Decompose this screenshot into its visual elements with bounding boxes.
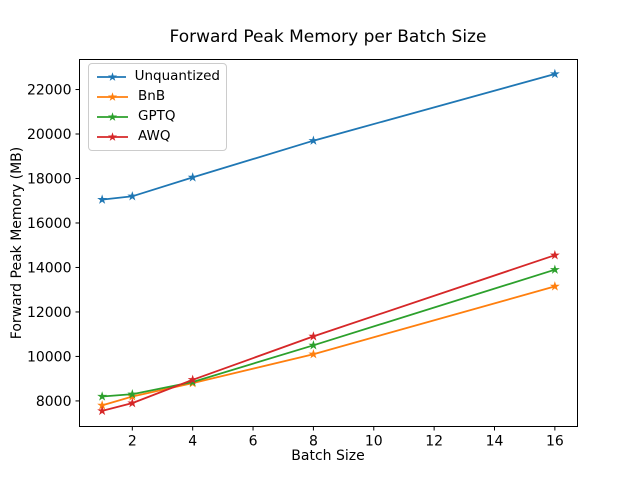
legend-item-bnb: BnB: [96, 87, 220, 107]
axes-frame: [79, 59, 578, 427]
data-point-star-gptq: [97, 391, 108, 401]
x-tick-label: 4: [188, 434, 197, 450]
chart-title: Forward Peak Memory per Batch Size: [169, 27, 487, 47]
legend-line-star-icon-bnb: [97, 92, 128, 101]
y-tick-label: 20000: [27, 127, 72, 143]
y-tick-label: 14000: [27, 260, 72, 276]
x-tick-label: 12: [425, 434, 443, 450]
series-line-gptq: [101, 268, 556, 398]
x-tick-label: 16: [546, 434, 564, 450]
data-point-star-unquantized: [187, 172, 198, 182]
data-point-star-gptq: [549, 264, 560, 274]
legend-label-unquantized: Unquantized: [134, 68, 220, 85]
series-line-bnb: [101, 285, 556, 407]
x-tick-label: 8: [309, 434, 318, 450]
data-point-star-gptq: [308, 340, 319, 350]
data-point-star-awq: [308, 331, 319, 341]
legend: Unquantized BnB GPTQ AWQ: [88, 63, 227, 151]
x-tick-label: 10: [365, 434, 383, 450]
data-point-star-unquantized: [97, 194, 108, 204]
data-point-star-bnb: [549, 281, 560, 291]
y-axis-label: Forward Peak Memory (MB): [9, 146, 25, 340]
x-tick-label: 2: [128, 434, 137, 450]
legend-item-gptq: GPTQ: [96, 107, 220, 127]
legend-label-gptq: GPTQ: [138, 108, 176, 125]
legend-line-star-icon-awq: [97, 132, 128, 141]
data-point-star-awq: [549, 250, 560, 260]
legend-item-awq: AWQ: [96, 127, 220, 147]
legend-label-awq: AWQ: [138, 128, 171, 145]
y-tick-label: 12000: [27, 305, 72, 321]
x-tick-label: 14: [486, 434, 504, 450]
y-tick-label: 16000: [27, 216, 72, 232]
y-tick-label: 22000: [27, 83, 72, 99]
legend-label-bnb: BnB: [138, 88, 166, 105]
legend-item-unquantized: Unquantized: [96, 67, 220, 87]
data-point-star-awq: [127, 397, 138, 408]
data-point-star-bnb: [308, 349, 319, 359]
data-point-star-gptq: [127, 389, 138, 399]
legend-line-star-icon-gptq: [97, 112, 128, 121]
data-point-star-unquantized: [127, 191, 138, 201]
y-tick-label: 18000: [27, 171, 72, 187]
data-point-star-awq: [187, 374, 198, 384]
data-point-star-bnb: [97, 400, 108, 410]
data-point-star-unquantized: [549, 68, 560, 79]
data-point-star-unquantized: [308, 135, 319, 145]
x-tick-label: 6: [249, 434, 258, 450]
y-tick-label: 10000: [27, 349, 72, 365]
x-axis-label: Batch Size: [291, 448, 365, 464]
legend-line-star-icon-unquantized: [97, 72, 126, 81]
y-tick-label: 8000: [36, 394, 72, 410]
data-point-star-awq: [97, 405, 108, 416]
